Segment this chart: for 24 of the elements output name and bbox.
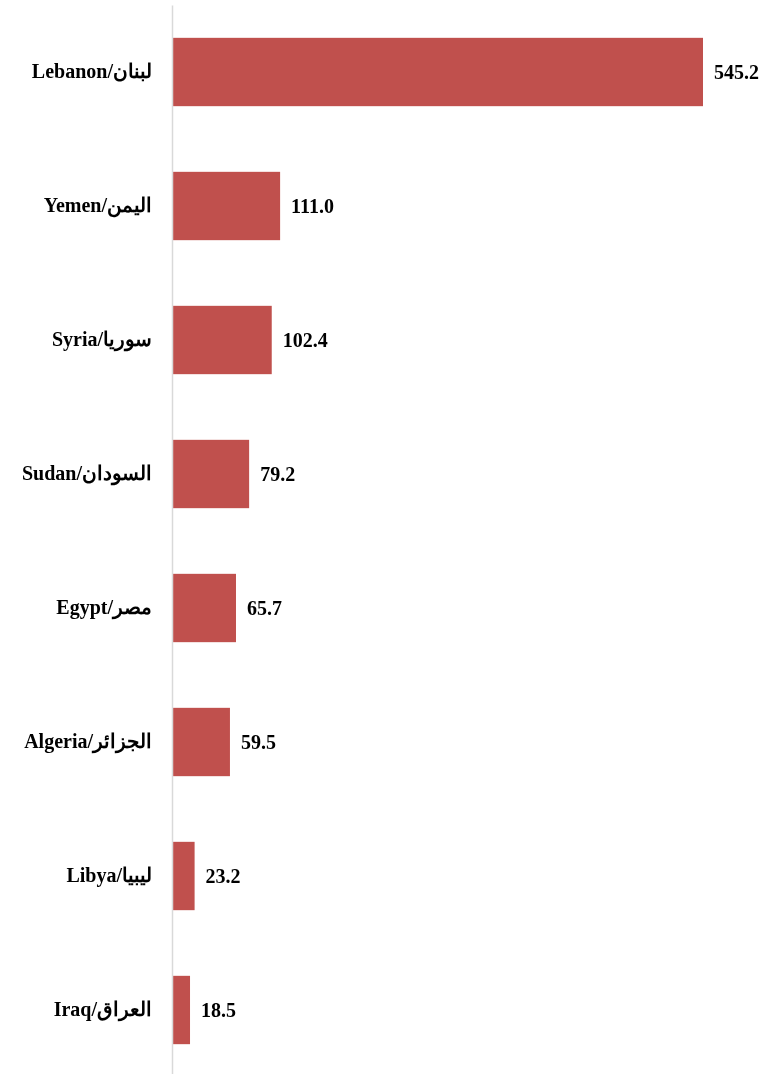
bar <box>172 305 272 375</box>
bar <box>172 171 281 241</box>
data-label: 23.2 <box>205 865 241 887</box>
y-tick-label: Syria/سوريا <box>51 328 152 353</box>
data-label: 111.0 <box>291 195 334 217</box>
bar <box>172 707 230 777</box>
bar <box>172 439 250 509</box>
data-label: 59.5 <box>240 731 276 753</box>
data-label: 79.2 <box>260 463 296 485</box>
bar <box>172 37 703 107</box>
data-label: 18.5 <box>201 999 237 1021</box>
data-label: 102.4 <box>282 329 328 351</box>
y-tick-label: Iraq/العراق <box>53 998 152 1023</box>
y-tick-label: Yemen/اليمن <box>43 194 152 219</box>
bar <box>172 975 191 1045</box>
y-tick-label: Sudan/السودان <box>21 462 152 487</box>
data-label: 545.2 <box>714 61 759 83</box>
data-label: 65.7 <box>246 597 282 619</box>
bar <box>172 573 236 643</box>
y-tick-label: Libya/ليبيا <box>66 864 152 888</box>
y-tick-label: Egypt/مصر <box>56 596 152 621</box>
y-tick-label: Lebanon/لبنان <box>31 60 152 83</box>
y-tick-label: Algeria/الجزائر <box>24 730 152 755</box>
bar <box>172 841 195 911</box>
